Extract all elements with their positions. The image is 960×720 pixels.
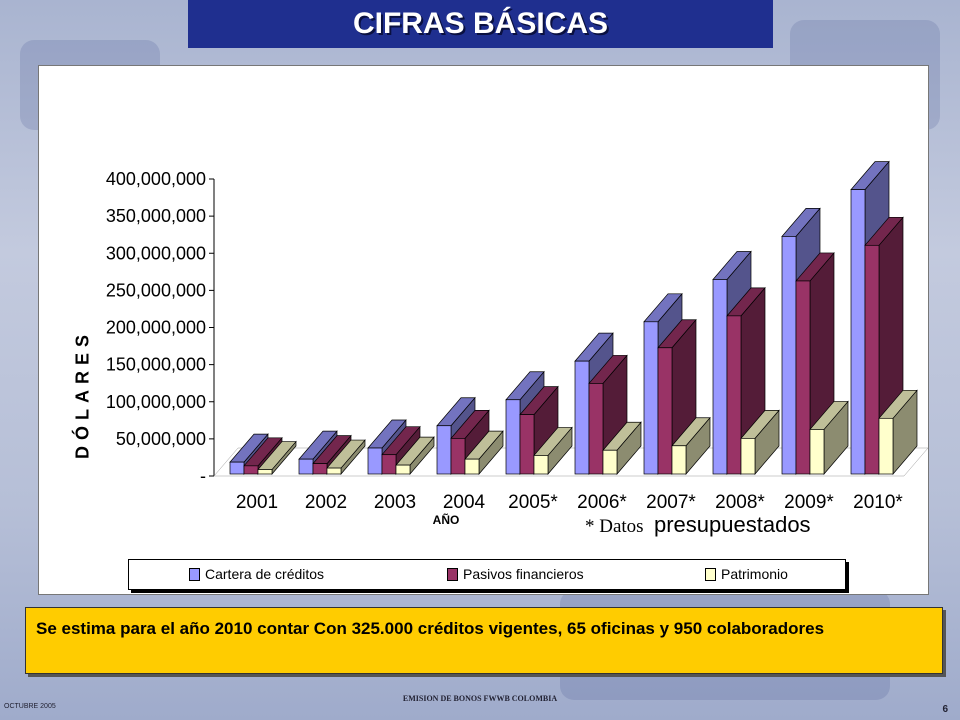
annotation-prefix: * Datos bbox=[585, 516, 644, 537]
x-tick-label: 2010* bbox=[853, 492, 903, 513]
bar-7-2 bbox=[740, 438, 756, 475]
page-number: 6 bbox=[942, 704, 948, 715]
bar-0-0 bbox=[229, 461, 245, 475]
bar-5-2 bbox=[602, 449, 618, 475]
page-title: CIFRAS BÁSICAS bbox=[188, 0, 773, 48]
legend-label: Patrimonio bbox=[721, 566, 788, 582]
bar-1-0 bbox=[298, 458, 314, 475]
bar-5-0 bbox=[574, 360, 590, 475]
bar-1-2 bbox=[326, 467, 342, 475]
note-text: Se estima para el año 2010 contar Con 32… bbox=[36, 619, 825, 638]
bar-0-1 bbox=[243, 465, 259, 475]
footer-date: OCTUBRE 2005 bbox=[4, 703, 56, 710]
y-tick-label: 100,000,000 bbox=[106, 392, 206, 412]
footer-title: EMISION DE BONOS FWWB COLOMBIA bbox=[402, 694, 558, 703]
bar-4-1 bbox=[519, 414, 535, 475]
y-tick-label: 350,000,000 bbox=[106, 206, 206, 226]
y-tick-label: 300,000,000 bbox=[106, 243, 206, 263]
bar-6-1 bbox=[657, 347, 673, 475]
note-box: Se estima para el año 2010 contar Con 32… bbox=[25, 607, 943, 674]
legend-swatch-icon bbox=[189, 567, 200, 581]
chart-panel: DÓLARES bbox=[38, 65, 929, 595]
bar-8-0 bbox=[781, 236, 797, 475]
bar-7-1 bbox=[726, 315, 742, 475]
bar-4-2 bbox=[533, 455, 549, 475]
bar-1-1 bbox=[312, 463, 328, 475]
bar-5-1 bbox=[588, 383, 604, 475]
bar-6-0 bbox=[643, 321, 659, 475]
bar-3-2 bbox=[464, 458, 480, 475]
legend-label: Cartera de créditos bbox=[205, 566, 325, 582]
y-tick-label: 200,000,000 bbox=[106, 318, 206, 338]
x-tick-label: 2005* bbox=[508, 492, 558, 513]
bar-0-2 bbox=[257, 469, 273, 475]
bar-6-2 bbox=[671, 445, 687, 475]
legend-swatch-icon bbox=[447, 567, 458, 581]
legend-label: Pasivos financieros bbox=[463, 566, 584, 582]
legend-swatch-icon bbox=[705, 567, 716, 581]
legend-item-patrimonio: Patrimonio bbox=[705, 566, 788, 582]
x-tick-label: 2009* bbox=[784, 492, 834, 513]
bar-9-0 bbox=[850, 189, 866, 475]
x-tick-label: 2008* bbox=[715, 492, 765, 513]
y-tick-label: 50,000,000 bbox=[116, 429, 206, 449]
y-tick-label: 150,000,000 bbox=[106, 355, 206, 375]
bar-4-0 bbox=[505, 399, 521, 475]
x-tick-label: 2002 bbox=[305, 492, 347, 513]
x-tick-label: 2004 bbox=[443, 492, 486, 513]
bar-8-1 bbox=[795, 280, 811, 475]
bar-8-2 bbox=[809, 429, 825, 475]
bar-2-1 bbox=[381, 454, 397, 475]
chart-legend: Cartera de créditos Pasivos financieros … bbox=[128, 559, 846, 590]
x-tick-label: 2003 bbox=[374, 492, 416, 513]
y-tick-label: - bbox=[200, 466, 206, 486]
bar-3-1 bbox=[450, 438, 466, 475]
bar-2-2 bbox=[395, 464, 411, 475]
bar-7-0 bbox=[712, 279, 728, 475]
x-tick-label: 2006* bbox=[577, 492, 627, 513]
bar-3-0 bbox=[436, 425, 452, 475]
bar-9-1 bbox=[864, 244, 880, 475]
x-tick-label: 2001 bbox=[236, 492, 278, 513]
bar-2-0 bbox=[367, 447, 383, 475]
y-tick-label: 400,000,000 bbox=[106, 169, 206, 189]
x-axis-label: AÑO bbox=[433, 512, 460, 527]
y-tick-label: 250,000,000 bbox=[106, 280, 206, 300]
annotation-suffix: presupuestados bbox=[654, 512, 811, 537]
legend-item-pasivos: Pasivos financieros bbox=[447, 566, 584, 582]
bar-9-2 bbox=[878, 417, 894, 475]
legend-item-cartera: Cartera de créditos bbox=[189, 566, 324, 582]
x-tick-label: 2007* bbox=[646, 492, 696, 513]
